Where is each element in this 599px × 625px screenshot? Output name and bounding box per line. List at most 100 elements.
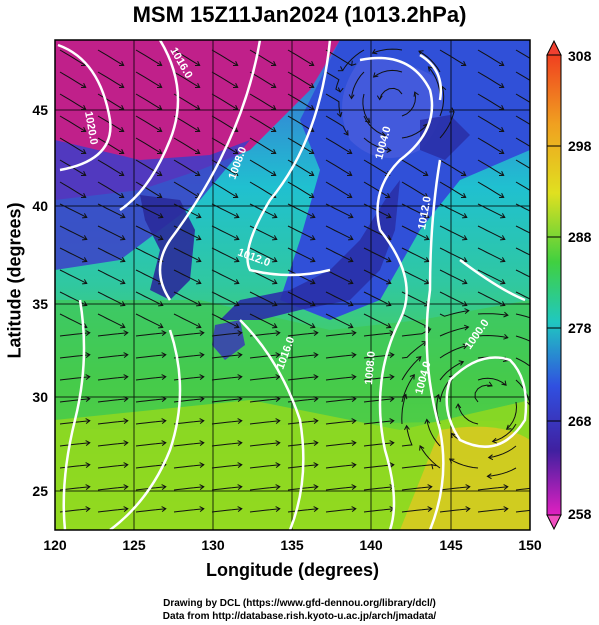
streamline-arrowhead <box>351 418 357 424</box>
streamline <box>249 181 276 198</box>
streamline-arrowhead <box>237 330 243 336</box>
streamline-arrowhead <box>337 87 344 93</box>
streamline-arrowhead <box>465 506 471 512</box>
streamline-arrowhead <box>313 462 319 468</box>
streamline <box>97 93 124 110</box>
streamline-arrowhead <box>85 374 91 380</box>
streamline-arrowhead <box>313 506 319 512</box>
streamline-arrowhead <box>310 323 316 329</box>
streamline-arrowhead <box>123 462 129 468</box>
streamline <box>287 332 318 337</box>
streamline-arrowhead <box>123 374 129 380</box>
streamline <box>173 332 204 337</box>
streamline-arrowhead <box>120 301 126 307</box>
streamline-arrowhead <box>409 374 415 380</box>
streamline <box>287 137 314 154</box>
streamline <box>287 313 316 328</box>
streamline-arrowhead <box>199 374 205 380</box>
streamline-arrowhead <box>85 418 91 424</box>
streamline-arrowhead <box>232 60 239 66</box>
streamline <box>477 225 506 240</box>
streamline <box>515 313 530 319</box>
streamline <box>515 49 530 59</box>
streamline-arrowhead <box>313 418 319 424</box>
streamline-arrowhead <box>424 213 430 219</box>
streamline <box>439 486 470 491</box>
streamline-arrowhead <box>156 170 163 176</box>
streamline-arrowhead <box>161 418 167 424</box>
streamline <box>97 398 128 403</box>
streamline-arrowhead <box>503 311 509 318</box>
streamline <box>59 181 86 198</box>
streamline <box>173 313 202 328</box>
streamline <box>97 137 124 154</box>
streamline <box>97 181 124 198</box>
streamline <box>59 115 86 132</box>
streamline-arrowhead <box>537 61 542 65</box>
streamline <box>211 291 240 306</box>
streamline-arrowhead <box>275 396 281 402</box>
streamline <box>477 313 508 316</box>
streamline <box>211 137 238 154</box>
streamline <box>477 159 504 176</box>
streamline <box>135 313 164 328</box>
streamline <box>325 313 354 328</box>
streamline-arrowhead <box>487 454 494 461</box>
streamline-arrowhead <box>308 60 315 66</box>
streamline-arrowhead <box>537 193 542 197</box>
streamline <box>287 181 314 198</box>
streamline-arrowhead <box>80 192 87 198</box>
streamline-arrowhead <box>498 60 505 66</box>
streamline <box>59 376 90 381</box>
streamline <box>401 374 415 403</box>
streamline-arrowhead <box>118 126 125 132</box>
streamline <box>439 86 445 117</box>
streamline-arrowhead <box>120 235 126 241</box>
streamline <box>401 394 407 425</box>
streamline <box>449 458 479 469</box>
streamline-arrowhead <box>498 192 505 198</box>
streamline-arrowhead <box>346 148 353 154</box>
streamline-arrowhead <box>123 418 129 424</box>
y-axis-ticks: 25 30 35 40 45 <box>32 102 48 499</box>
streamline <box>135 376 166 381</box>
streamline <box>173 291 202 306</box>
streamline <box>135 181 162 198</box>
streamline <box>287 225 316 240</box>
x-tick-label: 135 <box>280 537 304 553</box>
streamline <box>325 247 354 262</box>
streamline <box>401 486 432 491</box>
streamline-arrowhead <box>501 380 507 386</box>
streamline-arrowhead <box>500 301 506 307</box>
streamline-arrowhead <box>85 396 91 402</box>
streamline <box>97 332 128 337</box>
streamline-arrowhead <box>232 104 239 110</box>
streamline <box>249 137 276 154</box>
streamline <box>135 159 162 176</box>
streamline-arrowhead <box>386 279 392 285</box>
streamline-arrowhead <box>422 170 429 176</box>
streamline <box>439 111 455 139</box>
streamline-arrowhead <box>199 484 205 490</box>
streamline <box>439 269 468 284</box>
streamline <box>135 291 164 306</box>
streamline <box>363 137 391 151</box>
streamline <box>97 49 124 66</box>
streamline-arrowhead <box>120 257 126 263</box>
streamline-arrowhead <box>384 192 391 198</box>
streamline-arrowhead <box>310 213 316 219</box>
streamline-arrowhead <box>343 130 349 136</box>
streamline <box>173 508 204 513</box>
streamline <box>287 269 316 284</box>
streamline <box>372 48 403 54</box>
streamline <box>249 93 276 110</box>
streamline <box>97 420 128 425</box>
streamline-arrowhead <box>418 50 424 56</box>
streamline <box>439 49 466 66</box>
streamline-arrowhead <box>156 60 163 66</box>
colorbar-tick: 288 <box>568 229 592 245</box>
streamline-arrowhead <box>498 104 505 110</box>
streamline-arrowhead <box>538 213 543 218</box>
streamline-arrowhead <box>310 257 316 263</box>
streamline <box>97 486 128 491</box>
